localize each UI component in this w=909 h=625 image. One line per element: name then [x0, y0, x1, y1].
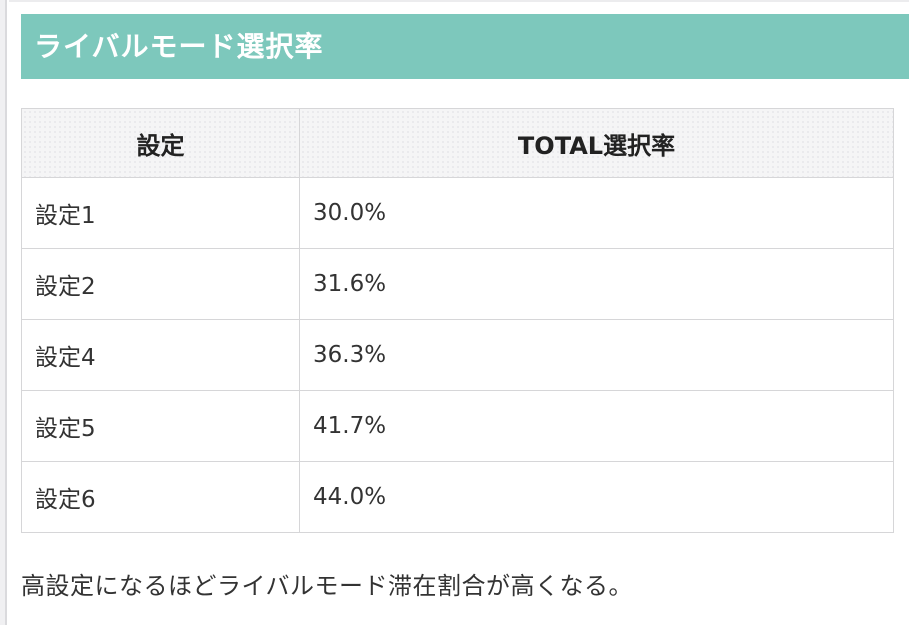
column-header-total-rate: TOTAL選択率 — [299, 108, 894, 178]
table-row: 設定5 41.7% — [21, 390, 894, 462]
table-header-row: 設定 TOTAL選択率 — [21, 108, 894, 178]
setting-cell: 設定6 — [21, 461, 300, 533]
top-edge-divider — [9, 0, 909, 2]
rate-cell: 30.0% — [299, 177, 894, 249]
column-header-setting: 設定 — [21, 108, 300, 178]
setting-cell: 設定2 — [21, 248, 300, 320]
rate-cell: 31.6% — [299, 248, 894, 320]
table-row: 設定2 31.6% — [21, 248, 894, 320]
selection-rate-table: 設定 TOTAL選択率 設定1 30.0% 設定2 31.6% 設定4 36.3… — [21, 108, 894, 533]
table-row: 設定6 44.0% — [21, 461, 894, 533]
setting-cell: 設定5 — [21, 390, 300, 462]
rate-cell: 41.7% — [299, 390, 894, 462]
table-row: 設定4 36.3% — [21, 319, 894, 391]
note-text: 高設定になるほどライバルモード滞在割合が高くなる。 — [21, 572, 634, 600]
rate-cell: 44.0% — [299, 461, 894, 533]
content-area: ライバルモード選択率 設定 TOTAL選択率 設定1 30.0% 設定2 — [21, 14, 909, 601]
page-edge-divider — [0, 0, 7, 625]
rate-cell: 36.3% — [299, 319, 894, 391]
table-row: 設定1 30.0% — [21, 177, 894, 249]
setting-cell: 設定1 — [21, 177, 300, 249]
setting-cell: 設定4 — [21, 319, 300, 391]
section-title-bar: ライバルモード選択率 — [21, 14, 909, 79]
